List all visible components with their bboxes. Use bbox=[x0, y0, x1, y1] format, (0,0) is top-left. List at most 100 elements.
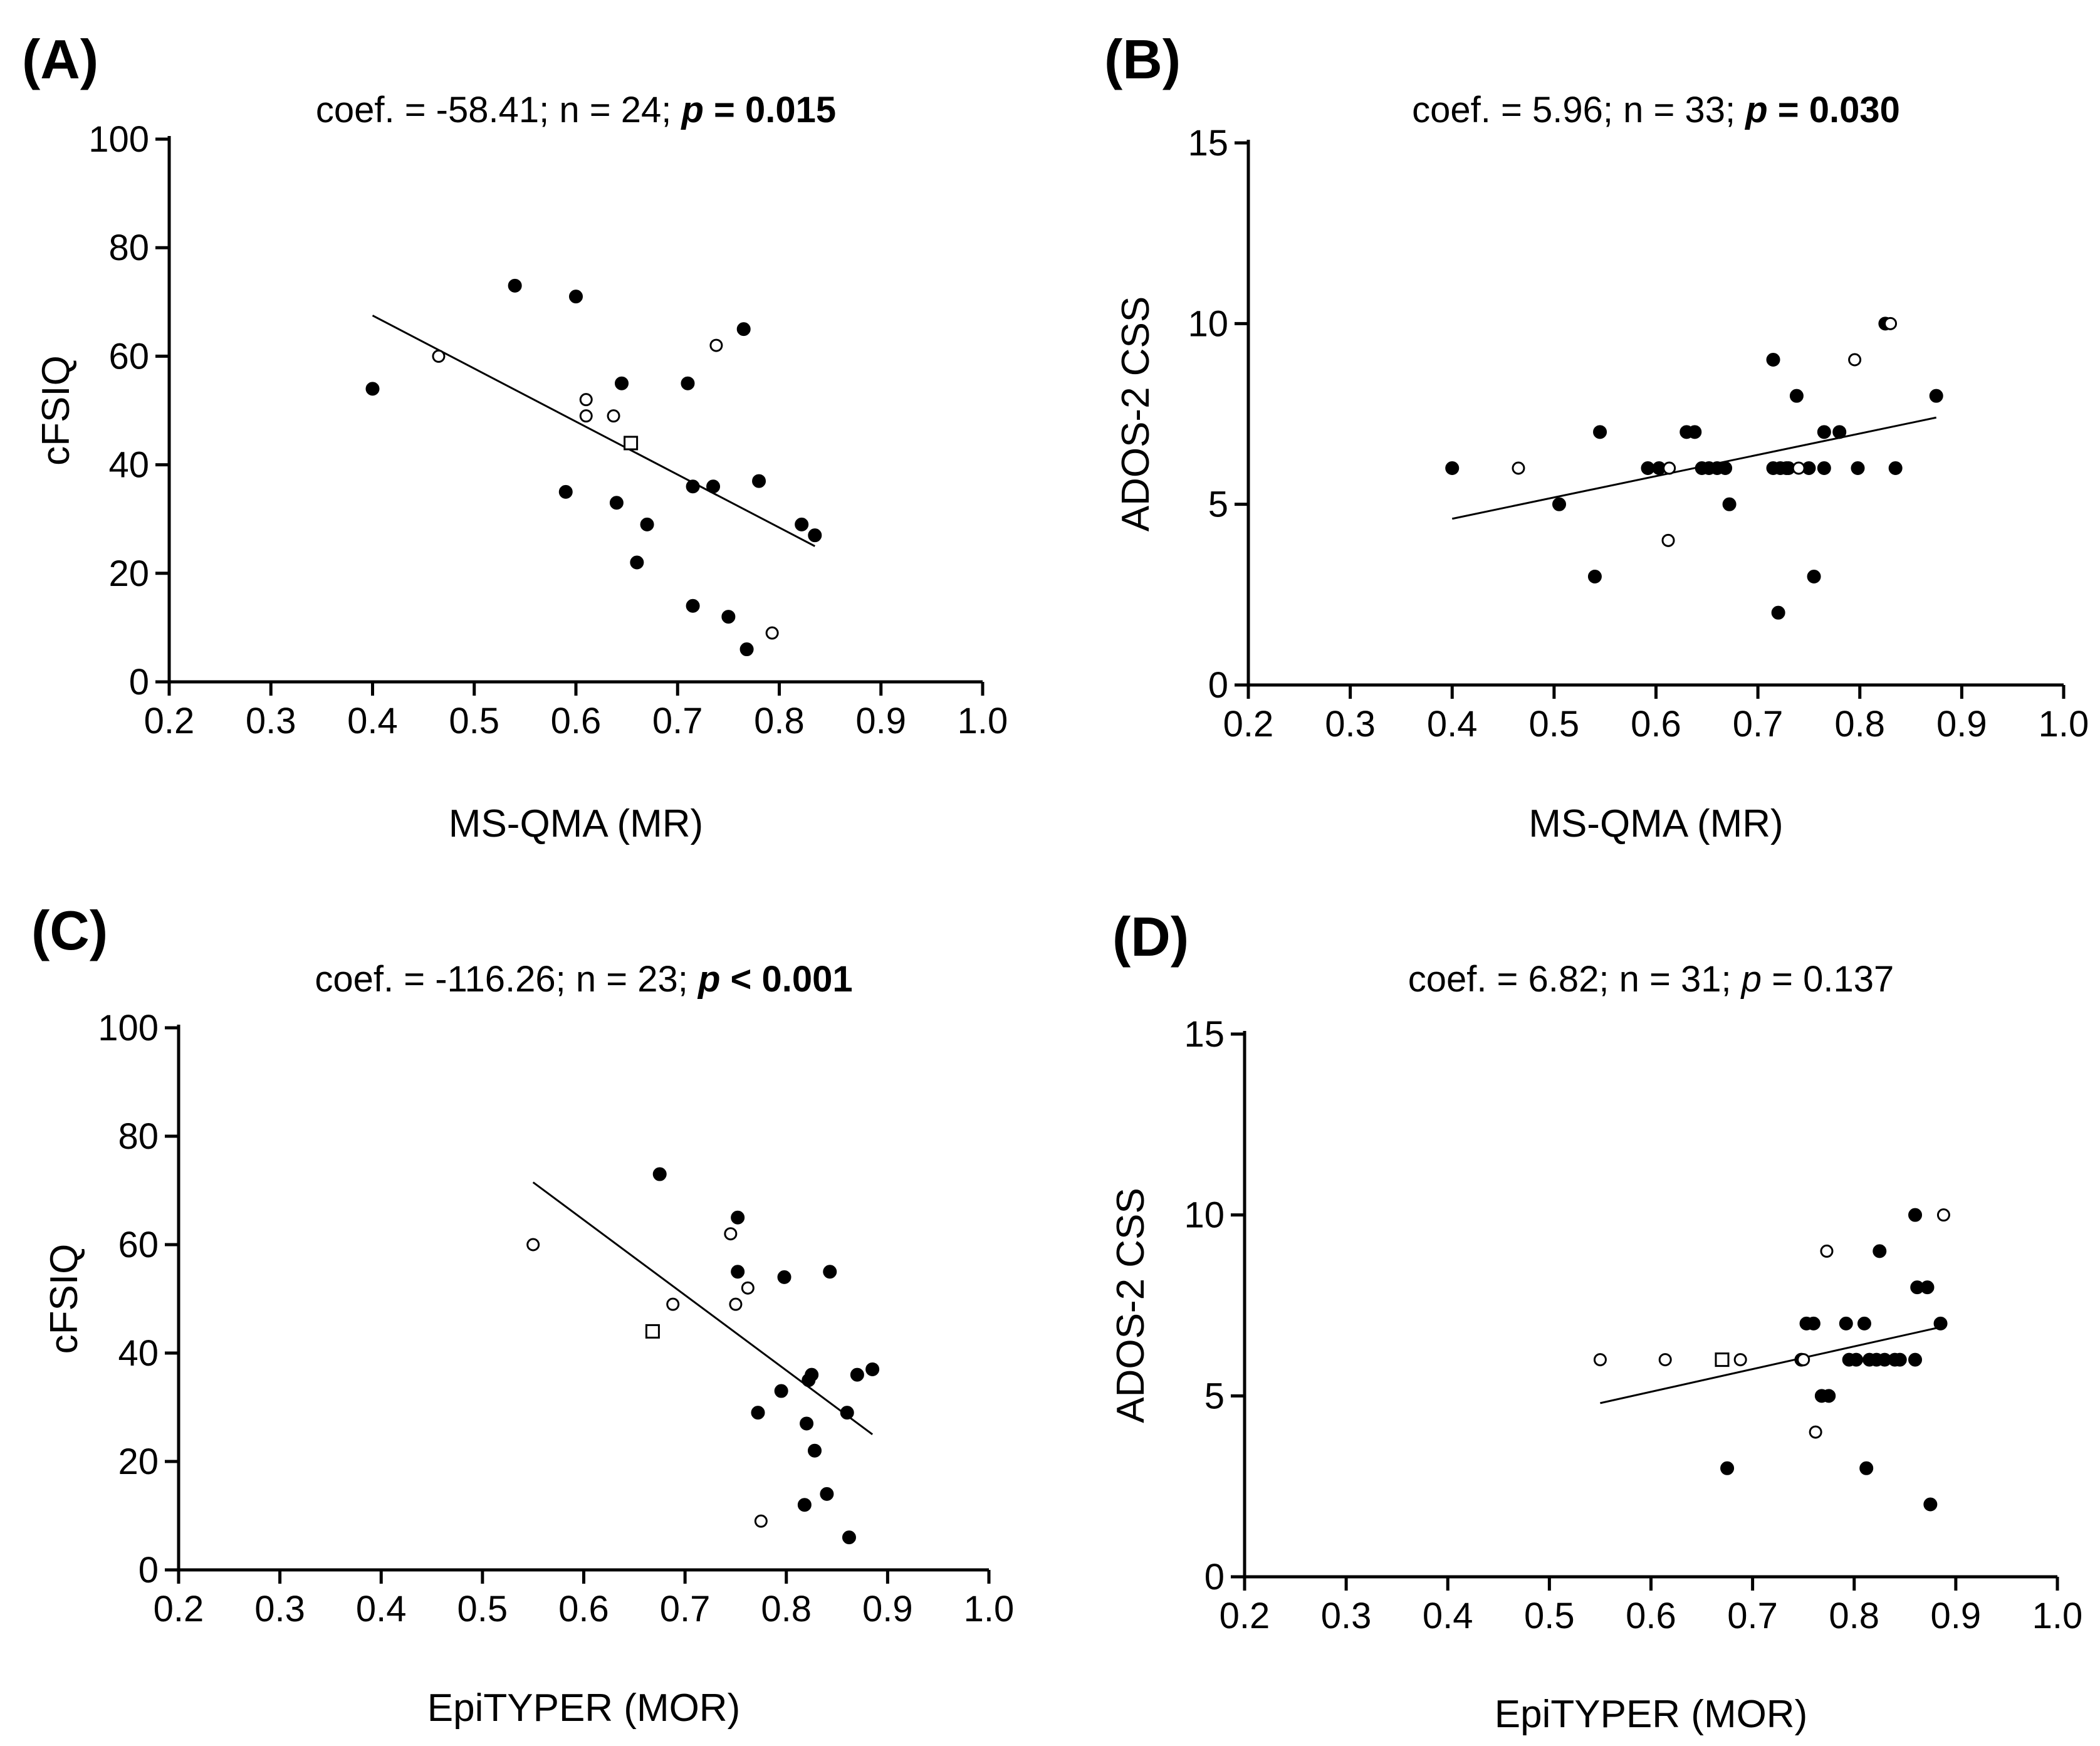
y-tick-label: 10 bbox=[1188, 303, 1228, 344]
data-point-filled bbox=[681, 376, 695, 390]
data-point-filled bbox=[1789, 389, 1804, 403]
title-p-symbol: p bbox=[1744, 90, 1767, 130]
y-axis-label: ADOS-2 CSS bbox=[1109, 1188, 1152, 1423]
data-point-filled bbox=[805, 1367, 819, 1382]
data-point-filled bbox=[1893, 1352, 1907, 1367]
data-point-filled bbox=[1817, 425, 1831, 439]
title-p-symbol: p bbox=[697, 959, 720, 1000]
x-tick-label: 0.5 bbox=[1524, 1596, 1575, 1636]
data-point-open bbox=[607, 409, 620, 423]
x-tick-label: 0.5 bbox=[449, 701, 499, 741]
x-tick-label: 1.0 bbox=[964, 1589, 1015, 1629]
data-point-filled bbox=[795, 517, 809, 531]
data-point-open bbox=[724, 1227, 738, 1241]
x-tick-label: 0.3 bbox=[254, 1589, 305, 1629]
data-point-filled bbox=[640, 517, 654, 531]
data-point-filled bbox=[1859, 1461, 1874, 1475]
data-point-filled bbox=[1552, 497, 1567, 511]
title-p-value: < 0.001 bbox=[720, 959, 852, 1000]
panel-c: (C) coef. = -116.26; n = 23; p < 0.001 0.2… bbox=[31, 899, 1014, 1730]
y-tick-label: 20 bbox=[118, 1441, 159, 1482]
x-axis-label: MS-QMA (MR) bbox=[449, 802, 703, 845]
data-point-filled bbox=[731, 1265, 745, 1279]
x-tick-label: 0.3 bbox=[1321, 1596, 1372, 1636]
data-point-filled bbox=[1688, 425, 1702, 439]
y-tick-label: 15 bbox=[1188, 123, 1228, 164]
panel-label: (A) bbox=[22, 28, 98, 90]
x-axis-label: EpiTYPER (MOR) bbox=[1495, 1693, 1807, 1736]
panel-d: (D) coef. = 6.82; n = 31; p = 0.137 0.2 0.3… bbox=[1109, 906, 2082, 1736]
trend-line bbox=[1451, 416, 1937, 520]
x-tick-label: 0.6 bbox=[551, 701, 602, 741]
data-point-filled bbox=[1933, 1316, 1948, 1330]
x-axis-label: EpiTYPER (MOR) bbox=[427, 1686, 740, 1730]
x-tick-label: 0.2 bbox=[1223, 704, 1274, 745]
title-prefix: coef. = 5.96; n = 33; bbox=[1412, 90, 1745, 130]
data-point-filled bbox=[1908, 1208, 1923, 1222]
data-point-filled bbox=[1851, 461, 1865, 475]
x-tick-label: 0.9 bbox=[855, 701, 906, 741]
x-tick-label: 0.9 bbox=[1931, 1596, 1982, 1636]
y-tick-label: 20 bbox=[108, 553, 149, 594]
data-point-filled bbox=[630, 555, 644, 570]
data-point-open bbox=[1663, 461, 1676, 475]
title-prefix: coef. = 6.82; n = 31; bbox=[1408, 959, 1742, 1000]
data-point-filled bbox=[615, 376, 629, 390]
data-point-filled bbox=[1857, 1316, 1871, 1330]
data-point-filled bbox=[609, 496, 624, 510]
data-point-open bbox=[1661, 533, 1675, 547]
data-point-open bbox=[741, 1281, 755, 1295]
data-point-filled bbox=[1720, 1461, 1735, 1475]
data-point-open bbox=[1593, 1353, 1607, 1367]
data-point-open bbox=[579, 409, 593, 423]
title-p-value: = 0.015 bbox=[704, 90, 836, 130]
x-axis-label: MS-QMA (MR) bbox=[1528, 802, 1783, 845]
data-point-filled bbox=[1722, 497, 1737, 511]
trend-line bbox=[1600, 1326, 1941, 1404]
data-point-filled bbox=[840, 1406, 854, 1420]
data-point-filled bbox=[1807, 570, 1821, 583]
x-tick-label: 0.8 bbox=[1834, 704, 1885, 745]
title-p-symbol: p bbox=[680, 90, 703, 130]
data-point-filled bbox=[1771, 605, 1785, 620]
title-prefix: coef. = -116.26; n = 23; bbox=[315, 959, 698, 1000]
panel-label: (C) bbox=[31, 899, 108, 961]
y-axis-label: cFSIQ bbox=[43, 1244, 86, 1354]
y-tick-label: 40 bbox=[118, 1333, 159, 1374]
x-tick-label: 0.2 bbox=[144, 701, 195, 741]
x-tick-label: 0.5 bbox=[457, 1589, 508, 1629]
trend-line bbox=[532, 1181, 874, 1435]
panel-label: (B) bbox=[1104, 28, 1181, 90]
data-point-square bbox=[645, 1324, 660, 1339]
data-point-filled bbox=[751, 1406, 765, 1420]
y-tick-label: 100 bbox=[98, 1008, 159, 1048]
data-point-filled bbox=[1593, 425, 1607, 439]
y-tick-label: 100 bbox=[88, 119, 149, 160]
panel-label: (D) bbox=[1112, 906, 1189, 968]
x-tick-label: 0.5 bbox=[1529, 704, 1580, 745]
x-tick-label: 0.4 bbox=[356, 1589, 407, 1629]
y-tick-label: 5 bbox=[1208, 484, 1228, 525]
x-tick-label: 0.7 bbox=[1727, 1596, 1778, 1636]
data-point-filled bbox=[686, 479, 700, 494]
data-point-filled bbox=[1849, 1352, 1863, 1367]
data-point-open bbox=[754, 1514, 768, 1528]
data-point-open bbox=[579, 393, 593, 407]
data-point-open bbox=[1733, 1353, 1747, 1367]
data-point-open bbox=[729, 1297, 743, 1311]
data-point-filled bbox=[1806, 1316, 1821, 1330]
x-tick-label: 1.0 bbox=[2039, 704, 2089, 745]
y-tick-label: 80 bbox=[118, 1116, 159, 1157]
data-point-open bbox=[709, 338, 723, 352]
data-point-open bbox=[1848, 353, 1862, 367]
y-axis-label: ADOS-2 CSS bbox=[1114, 296, 1157, 532]
data-point-filled bbox=[1839, 1316, 1853, 1330]
data-point-filled bbox=[1908, 1352, 1923, 1367]
data-point-filled bbox=[1587, 570, 1602, 583]
data-point-filled bbox=[365, 382, 380, 396]
data-point-filled bbox=[752, 474, 766, 488]
x-tick-label: 0.4 bbox=[1423, 1596, 1473, 1636]
chart-title: coef. = 6.82; n = 31; p = 0.137 bbox=[1408, 959, 1894, 1000]
data-point-filled bbox=[1888, 461, 1903, 475]
data-point-open bbox=[1884, 316, 1898, 330]
